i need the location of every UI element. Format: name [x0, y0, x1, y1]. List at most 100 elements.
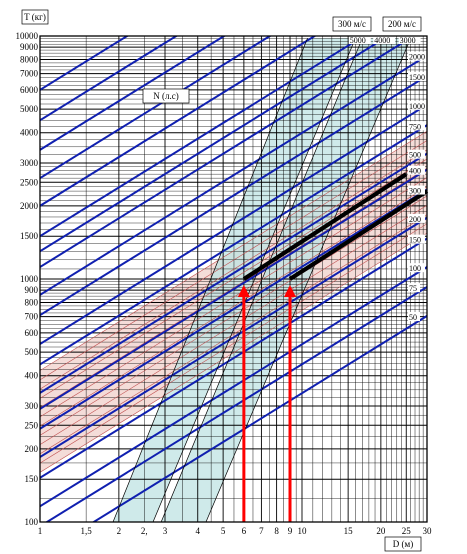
red-band-line: [40, 232, 427, 473]
power-label-1500: 1500: [409, 73, 425, 82]
power-label-bg: [408, 312, 420, 322]
power-label-500: 500: [409, 151, 421, 160]
red-band-line: [40, 223, 427, 464]
power-line-150: [40, 237, 427, 479]
y-tick-label: 700: [25, 312, 39, 322]
power-label-200: 200: [409, 215, 421, 224]
power-label-bg: [408, 121, 425, 131]
y-tick-label: 6000: [20, 85, 39, 95]
power-label-bg: [373, 35, 396, 44]
power-line-3000: [40, 36, 416, 268]
x-tick-label: 2: [117, 526, 122, 536]
velocity-200-label-box: [382, 16, 422, 32]
power-line-unlabeled-15: [40, 36, 317, 207]
y-tick-label: 1500: [20, 231, 39, 241]
power-line-1500: [40, 74, 427, 316]
x-tick-label: 6: [242, 526, 247, 536]
x-axis-label: D (м): [393, 539, 413, 549]
x-axis-label-box: [384, 536, 422, 552]
power-label-75: 75: [409, 284, 417, 293]
red-band-line: [40, 205, 427, 445]
power-label-bg: [408, 165, 425, 175]
power-label-bg: [408, 51, 430, 61]
power-label-400: 400: [409, 167, 421, 176]
x-tick-label: 10: [297, 526, 307, 536]
y-tick-label: 150: [25, 474, 39, 484]
y-tick-label: 2500: [20, 177, 39, 187]
plot-frame: [39, 35, 428, 523]
x-tick-label: 1: [38, 526, 43, 536]
power-line-100: [40, 266, 427, 508]
x-tick-label: 8: [274, 526, 279, 536]
velocity-band-0-upper: [112, 38, 308, 522]
power-line-unlabeled-16: [40, 36, 272, 180]
x-tick-label: 4: [195, 526, 200, 536]
y-tick-label: 8000: [20, 55, 39, 65]
x-tick-label: 1,5: [81, 526, 93, 536]
y-tick-label: 5000: [20, 104, 39, 114]
red-band-line: [40, 168, 427, 408]
y-tick-label: 7000: [20, 69, 39, 79]
red-band-line: [40, 149, 427, 390]
red-band-layer: [40, 130, 427, 473]
y-tick-label: 3000: [20, 158, 39, 168]
y-tick-label: 900: [25, 285, 39, 295]
power-line-750: [40, 124, 427, 366]
power-label-bg: [408, 234, 425, 244]
power-label-bg: [398, 35, 421, 44]
power-label-750: 750: [409, 122, 421, 131]
power-line-4000: [40, 36, 391, 253]
power-line-300: [40, 188, 427, 430]
velocity-band-fill-0: [113, 38, 356, 522]
power-label-bg: [408, 283, 420, 293]
red-band-line: [40, 130, 427, 371]
y-tick-label: 100: [25, 517, 39, 527]
x-tick-label: 30: [423, 526, 433, 536]
y-tick-label: 250: [25, 420, 39, 430]
power-line-200: [40, 216, 427, 458]
power-label-bg: [408, 263, 425, 273]
velocity-200-label: 200 м/с: [388, 19, 416, 29]
power-line-1000: [40, 103, 427, 345]
power-label-50: 50: [409, 313, 417, 322]
power-label-bg: [408, 71, 430, 81]
power-label: N (л.с): [153, 91, 178, 101]
power-label-2000: 2000: [409, 53, 425, 62]
y-tick-label: 400: [25, 371, 39, 381]
power-line-unlabeled-19: [40, 36, 130, 91]
red-band-line: [40, 177, 427, 418]
red-band-line: [40, 158, 427, 399]
power-label-3000: 3000: [400, 36, 416, 45]
red-band-line: [40, 140, 427, 381]
y-tick-label: 10000: [16, 31, 39, 41]
y-tick-label: 800: [25, 298, 39, 308]
y-tick-label: 600: [25, 328, 39, 338]
power-line-50: [91, 315, 427, 522]
y-axis-label: T (кг): [24, 12, 46, 22]
y-axis-label-box: [21, 9, 49, 25]
power-label-150: 150: [409, 236, 421, 245]
y-tick-label: 200: [25, 444, 39, 454]
x-tick-label: 3: [163, 526, 168, 536]
y-tick-label: 300: [25, 401, 39, 411]
y-tick-label: 500: [25, 347, 39, 357]
y-tick-label: 2000: [20, 201, 39, 211]
x-tick-label: 5: [221, 526, 226, 536]
power-line-500: [40, 152, 427, 394]
highlight-line-0: [242, 172, 408, 281]
highlight-line-1: [288, 189, 429, 281]
velocity-band-1-lower: [205, 37, 412, 522]
red-band-line: [40, 214, 427, 455]
power-label-4000: 4000: [374, 36, 390, 45]
highlight-layer: [237, 172, 429, 522]
power-label-300: 300: [409, 187, 421, 196]
x-tick-label: 15: [344, 526, 354, 536]
y-tick-label: 9000: [20, 42, 39, 52]
power-label-5000: 5000: [350, 36, 366, 45]
red-band-line: [40, 195, 427, 436]
y-tick-label: 4000: [20, 128, 39, 138]
power-label-bg: [408, 185, 425, 195]
y-tick-label: 1000: [20, 274, 39, 284]
labels-layer: 5000 4000 30002000150010007505004003002001…: [16, 31, 433, 536]
velocity-band-0-lower: [152, 37, 356, 522]
